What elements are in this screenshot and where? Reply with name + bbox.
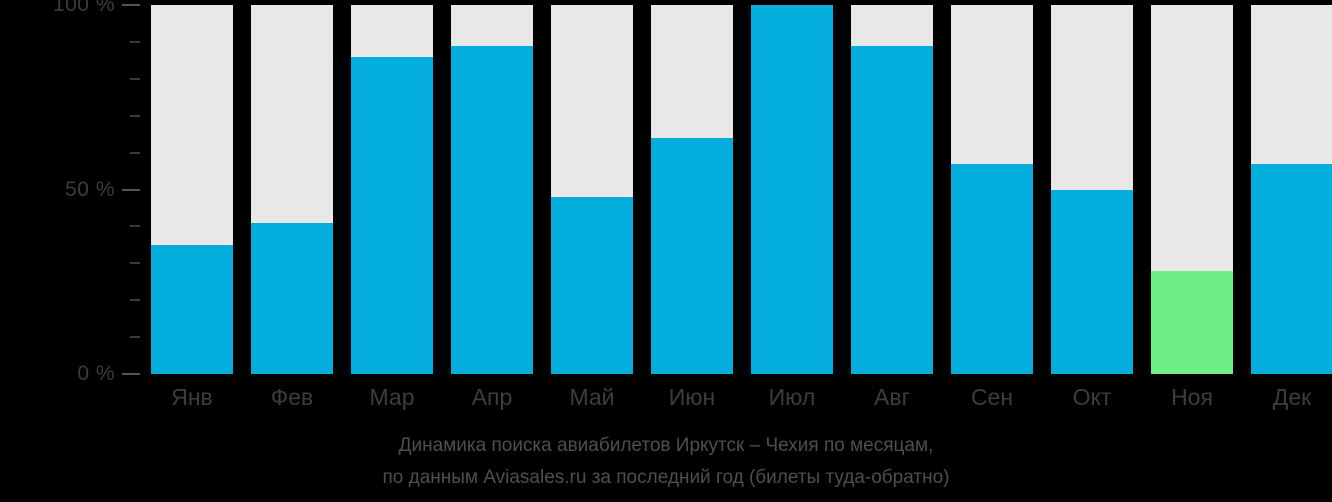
bar-fill-июл [751, 5, 833, 374]
y-minor-tick [130, 262, 140, 265]
y-minor-tick [130, 299, 140, 302]
bar-fill-фев [251, 222, 333, 374]
x-tick-label-янв: Янв [171, 384, 213, 410]
y-major-tick [122, 4, 140, 6]
x-tick-label-май: Май [569, 384, 615, 410]
bar-fill-июн [651, 137, 733, 374]
bar-fill-апр [451, 45, 533, 374]
bars-plot-area [151, 5, 1332, 374]
x-tick-label-ноя: Ноя [1171, 384, 1213, 410]
y-axis: 100 % 50 % 0 % [0, 0, 151, 502]
x-tick-label-фев: Фев [270, 384, 314, 410]
bar-column-ноя[interactable] [1151, 5, 1233, 374]
y-tick-label: 0 % [77, 362, 115, 385]
x-tick-label-июл: Июл [768, 384, 816, 410]
bar-column-авг[interactable] [851, 5, 933, 374]
bar-column-мар[interactable] [351, 5, 433, 374]
bar-fill-мар [351, 56, 433, 374]
bar-fill-ноя [1151, 270, 1233, 374]
y-minor-tick [130, 336, 140, 339]
bar-column-фев[interactable] [251, 5, 333, 374]
x-tick-label-сен: Сен [970, 384, 1014, 410]
caption-line-1: Динамика поиска авиабилетов Иркутск – Че… [398, 435, 934, 456]
y-minor-tick [130, 151, 140, 154]
bar-column-дек[interactable] [1251, 5, 1332, 374]
bar-column-июл[interactable] [751, 5, 833, 374]
y-tick-label: 100 % [52, 0, 115, 16]
x-tick-label-авг: Авг [874, 384, 910, 410]
y-minor-tick [130, 77, 140, 80]
bar-fill-авг [851, 45, 933, 374]
y-major-tick [122, 373, 140, 375]
bar-column-апр[interactable] [451, 5, 533, 374]
y-tick-label: 50 % [65, 177, 115, 201]
chart-caption: Динамика поиска авиабилетов Иркутск – Че… [0, 430, 1332, 494]
x-tick-label-дек: Дек [1272, 384, 1312, 410]
y-minor-tick [130, 225, 140, 228]
x-tick-label-июн: Июн [668, 384, 716, 410]
bar-column-янв[interactable] [151, 5, 233, 374]
caption-line-2: по данным Aviasales.ru за последний год … [382, 467, 950, 488]
y-minor-tick [130, 114, 140, 117]
bar-fill-сен [951, 163, 1033, 374]
bar-column-июн[interactable] [651, 5, 733, 374]
bar-fill-май [551, 196, 633, 374]
y-major-tick [122, 188, 140, 191]
bar-column-сен[interactable] [951, 5, 1033, 374]
y-minor-tick [130, 40, 140, 43]
x-tick-label-окт: Окт [1072, 384, 1112, 410]
bar-fill-янв [151, 244, 233, 374]
x-tick-label-мар: Мар [369, 384, 415, 410]
bar-fill-дек [1251, 163, 1332, 374]
x-axis-labels: Янв Фев Мар Апр Май Июн Июл Авг Сен Окт Ноя Дек [151, 380, 1332, 420]
x-tick-label-апр: Апр [471, 384, 513, 410]
bar-column-окт[interactable] [1051, 5, 1133, 374]
bar-fill-окт [1051, 189, 1133, 374]
bar-column-май[interactable] [551, 5, 633, 374]
